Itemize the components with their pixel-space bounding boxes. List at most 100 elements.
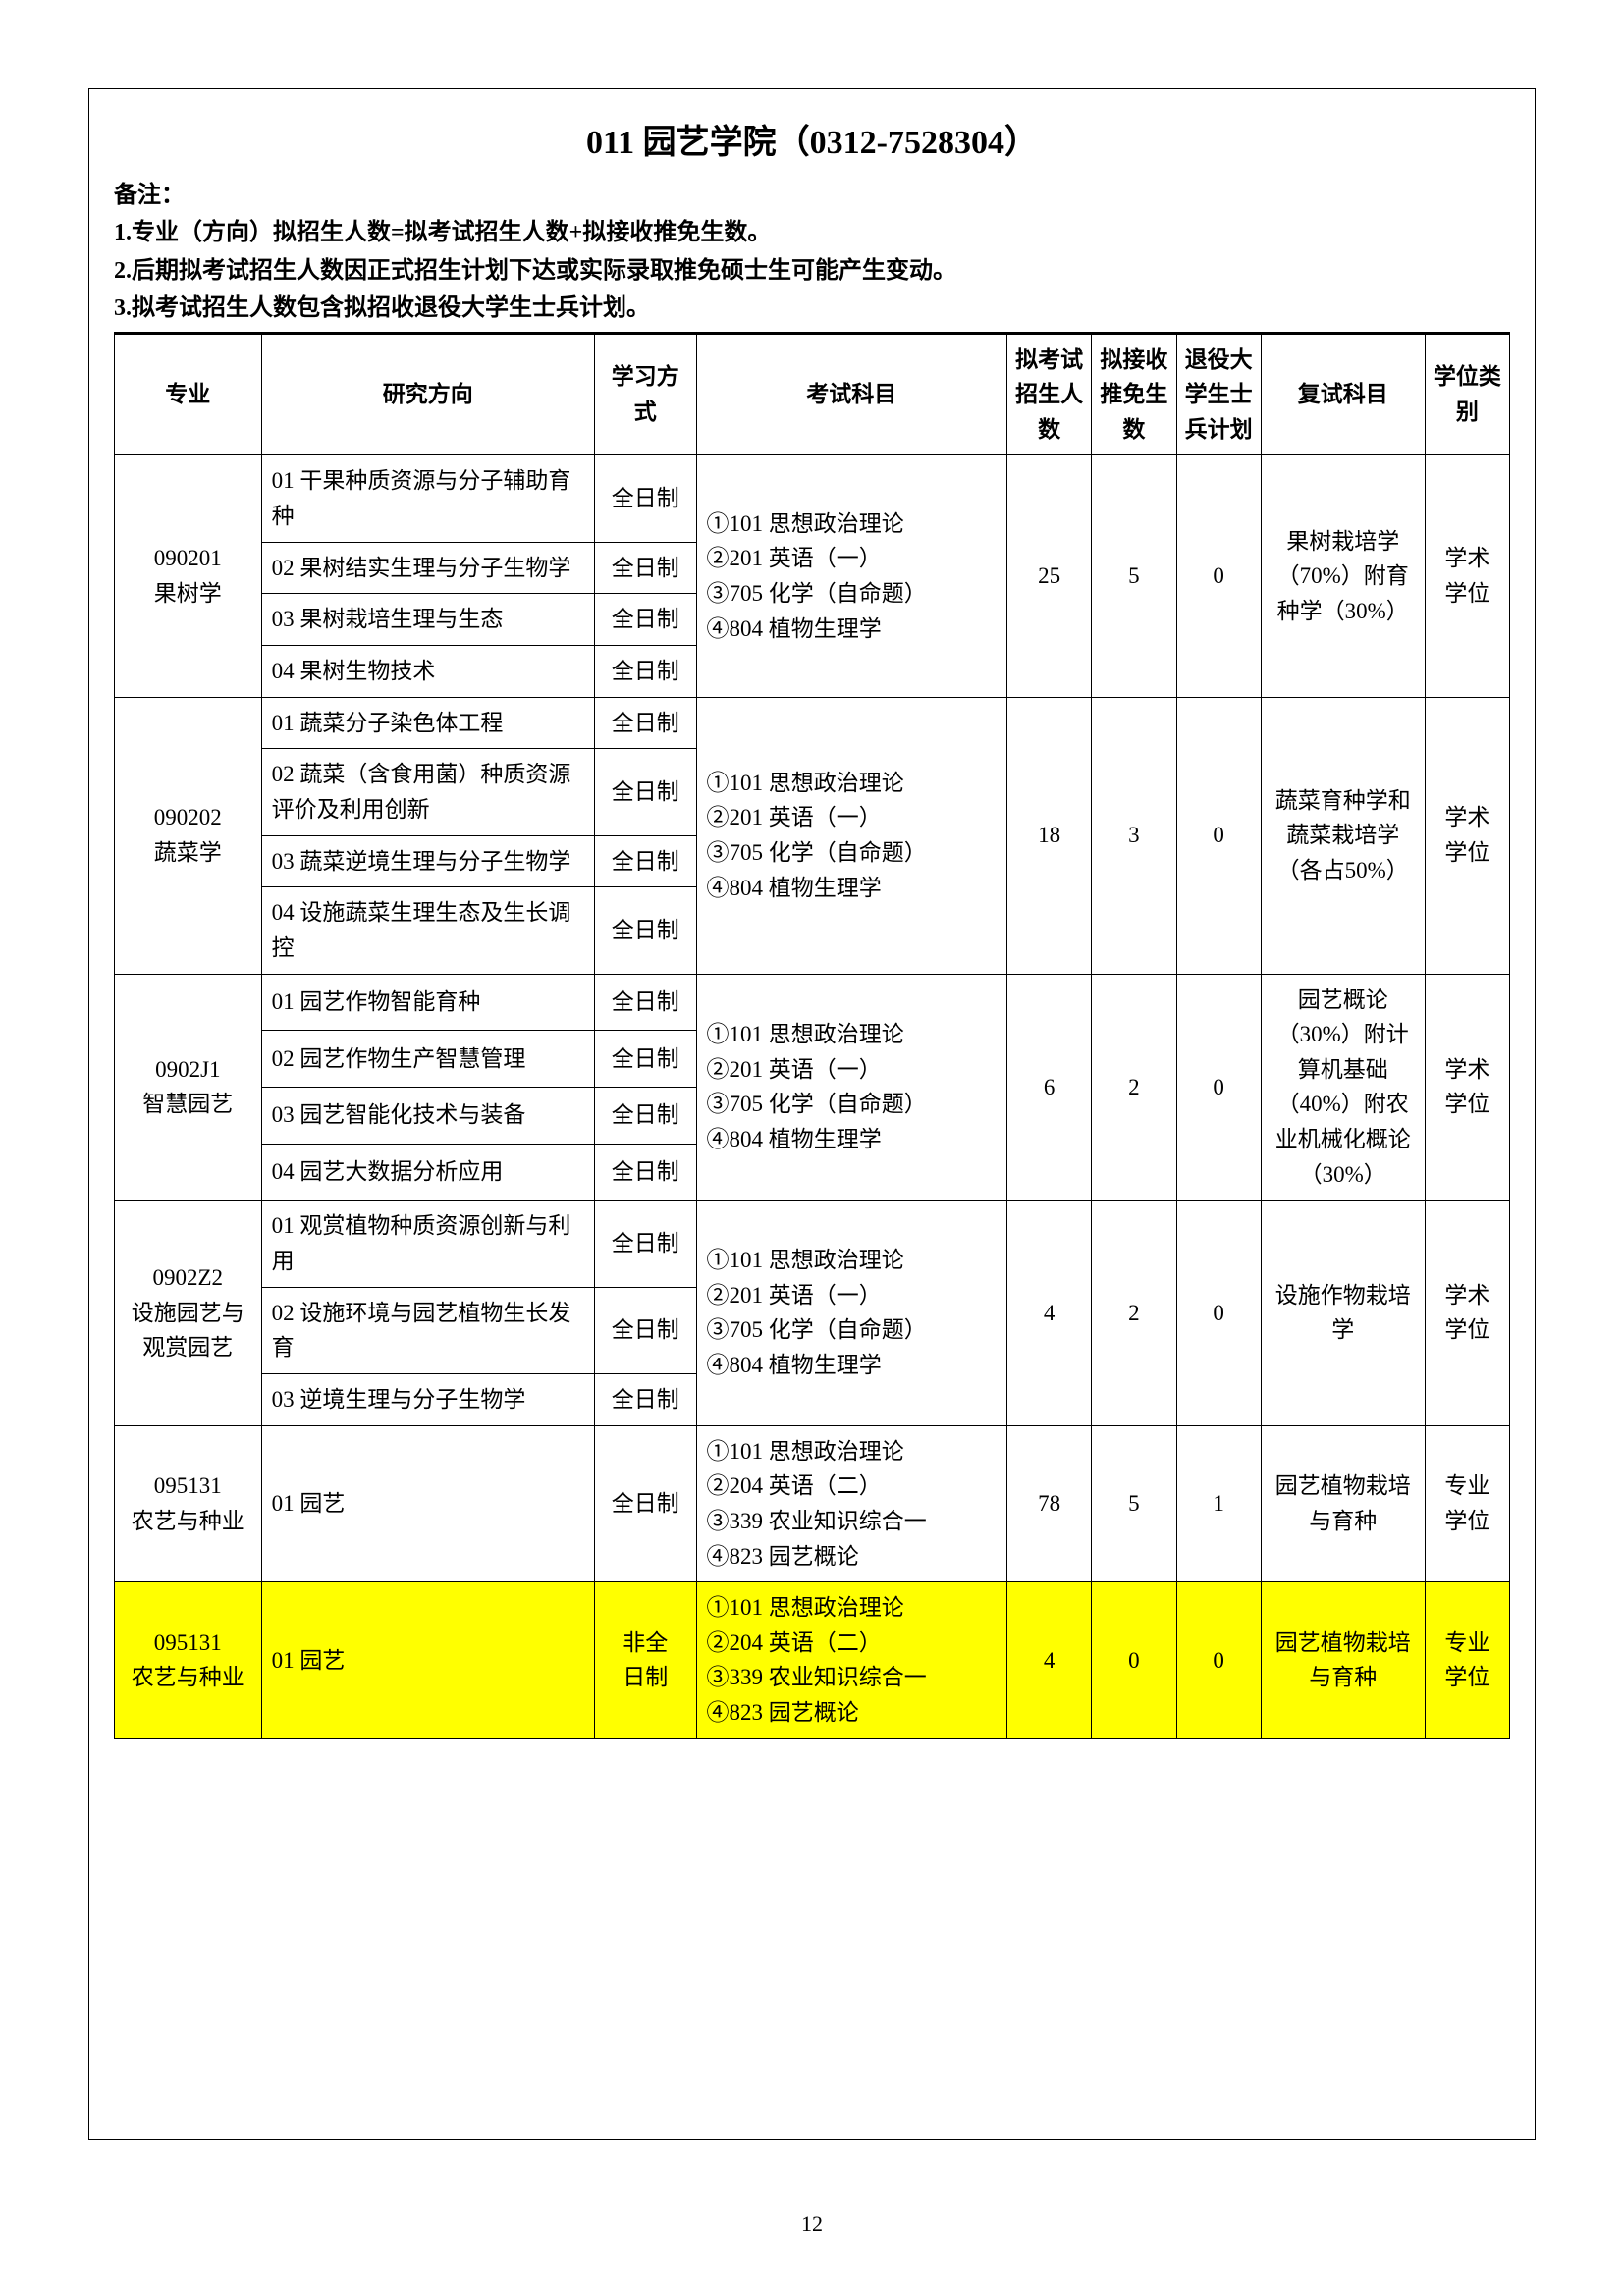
cell-mode: 全日制: [595, 1087, 697, 1144]
cell-degree: 专业学位: [1425, 1425, 1509, 1582]
cell-direction: 02 设施环境与园艺植物生长发育: [261, 1287, 594, 1373]
cell-mode: 全日制: [595, 749, 697, 835]
cell-mode: 全日制: [595, 542, 697, 594]
table-row: 090201果树学01 干果种质资源与分子辅助育种全日制①101 思想政治理论②…: [115, 455, 1510, 542]
cell-degree: 学术学位: [1425, 455, 1509, 697]
cell-major: 090202蔬菜学: [115, 697, 262, 974]
cell-exam: ①101 思想政治理论②201 英语（一）③705 化学（自命题）④804 植物…: [696, 697, 1006, 974]
cell-mode: 全日制: [595, 646, 697, 698]
cell-direction: 01 园艺作物智能育种: [261, 974, 594, 1031]
cell-direction: 03 逆境生理与分子生物学: [261, 1373, 594, 1425]
cell-rec-num: 2: [1092, 974, 1176, 1201]
cell-rec-num: 2: [1092, 1201, 1176, 1425]
cell-direction: 04 设施蔬菜生理生态及生长调控: [261, 887, 594, 974]
cell-direction: 01 干果种质资源与分子辅助育种: [261, 455, 594, 542]
cell-exam: ①101 思想政治理论②204 英语（二）③339 农业知识综合一④823 园艺…: [696, 1425, 1006, 1582]
th-vet-num: 退役大学生士兵计划: [1176, 334, 1261, 455]
th-exam-num: 拟考试招生人数: [1006, 334, 1091, 455]
cell-direction: 01 蔬菜分子染色体工程: [261, 697, 594, 749]
notes-block: 备注： 1.专业（方向）拟招生人数=拟考试招生人数+拟接收推免生数。 2.后期拟…: [114, 177, 1510, 334]
cell-direction: 01 园艺: [261, 1582, 594, 1739]
cell-mode: 全日制: [595, 1144, 697, 1201]
page-number: 12: [0, 2212, 1624, 2237]
cell-mode: 全日制: [595, 1031, 697, 1088]
cell-direction: 02 蔬菜（含食用菌）种质资源评价及利用创新: [261, 749, 594, 835]
notes-label: 备注：: [114, 177, 1510, 214]
cell-mode: 全日制: [595, 1373, 697, 1425]
cell-degree: 学术学位: [1425, 1201, 1509, 1425]
cell-direction: 04 园艺大数据分析应用: [261, 1144, 594, 1201]
th-exam: 考试科目: [696, 334, 1006, 455]
cell-mode: 全日制: [595, 1425, 697, 1582]
table-row: 095131农艺与种业01 园艺全日制①101 思想政治理论②204 英语（二）…: [115, 1425, 1510, 1582]
cell-major: 0902Z2设施园艺与观赏园艺: [115, 1201, 262, 1425]
th-direction: 研究方向: [261, 334, 594, 455]
cell-direction: 04 果树生物技术: [261, 646, 594, 698]
cell-exam-num: 18: [1006, 697, 1091, 974]
cell-direction: 01 观赏植物种质资源创新与利用: [261, 1201, 594, 1287]
cell-vet-num: 0: [1176, 1201, 1261, 1425]
cell-exam-num: 25: [1006, 455, 1091, 697]
cell-rec-num: 5: [1092, 455, 1176, 697]
cell-exam: ①101 思想政治理论②204 英语（二）③339 农业知识综合一④823 园艺…: [696, 1582, 1006, 1739]
th-degree: 学位类别: [1425, 334, 1509, 455]
cell-degree: 学术学位: [1425, 974, 1509, 1201]
cell-retest: 设施作物栽培学: [1261, 1201, 1425, 1425]
cell-exam-num: 4: [1006, 1582, 1091, 1739]
cell-mode: 全日制: [595, 974, 697, 1031]
note-line: 3.拟考试招生人数包含拟招收退役大学生士兵计划。: [114, 290, 1510, 333]
cell-mode: 全日制: [595, 455, 697, 542]
cell-direction: 03 果树栽培生理与生态: [261, 594, 594, 646]
cell-rec-num: 3: [1092, 697, 1176, 974]
cell-exam-num: 4: [1006, 1201, 1091, 1425]
cell-direction: 02 园艺作物生产智慧管理: [261, 1031, 594, 1088]
cell-retest: 园艺植物栽培与育种: [1261, 1425, 1425, 1582]
cell-exam-num: 78: [1006, 1425, 1091, 1582]
cell-exam: ①101 思想政治理论②201 英语（一）③705 化学（自命题）④804 植物…: [696, 974, 1006, 1201]
cell-mode: 全日制: [595, 835, 697, 887]
cell-direction: 02 果树结实生理与分子生物学: [261, 542, 594, 594]
cell-mode: 全日制: [595, 697, 697, 749]
cell-mode: 全日制: [595, 1201, 697, 1287]
cell-direction: 01 园艺: [261, 1425, 594, 1582]
table-row: 0902Z2设施园艺与观赏园艺01 观赏植物种质资源创新与利用全日制①101 思…: [115, 1201, 1510, 1287]
page-title: 011 园艺学院（0312-7528304）: [114, 115, 1510, 163]
cell-mode: 全日制: [595, 1287, 697, 1373]
note-line: 1.专业（方向）拟招生人数=拟考试招生人数+拟接收推免生数。: [114, 214, 1510, 251]
th-rec-num: 拟接收推免生数: [1092, 334, 1176, 455]
cell-vet-num: 0: [1176, 1582, 1261, 1739]
cell-vet-num: 0: [1176, 974, 1261, 1201]
cell-direction: 03 蔬菜逆境生理与分子生物学: [261, 835, 594, 887]
table-header-row: 专业 研究方向 学习方式 考试科目 拟考试招生人数 拟接收推免生数 退役大学生士…: [115, 334, 1510, 455]
cell-exam: ①101 思想政治理论②201 英语（一）③705 化学（自命题）④804 植物…: [696, 1201, 1006, 1425]
cell-vet-num: 0: [1176, 455, 1261, 697]
cell-vet-num: 1: [1176, 1425, 1261, 1582]
cell-retest: 蔬菜育种学和蔬菜栽培学（各占50%）: [1261, 697, 1425, 974]
cell-retest: 果树栽培学（70%）附育种学（30%）: [1261, 455, 1425, 697]
cell-major: 095131农艺与种业: [115, 1582, 262, 1739]
cell-exam-num: 6: [1006, 974, 1091, 1201]
table-row: 0902J1智慧园艺01 园艺作物智能育种全日制①101 思想政治理论②201 …: [115, 974, 1510, 1031]
cell-major: 095131农艺与种业: [115, 1425, 262, 1582]
cell-exam: ①101 思想政治理论②201 英语（一）③705 化学（自命题）④804 植物…: [696, 455, 1006, 697]
th-mode: 学习方式: [595, 334, 697, 455]
cell-mode: 全日制: [595, 887, 697, 974]
cell-major: 0902J1智慧园艺: [115, 974, 262, 1201]
cell-direction: 03 园艺智能化技术与装备: [261, 1087, 594, 1144]
note-line: 2.后期拟考试招生人数因正式招生计划下达或实际录取推免硕士生可能产生变动。: [114, 252, 1510, 290]
cell-mode: 非全日制: [595, 1582, 697, 1739]
cell-major: 090201果树学: [115, 455, 262, 697]
th-major: 专业: [115, 334, 262, 455]
th-retest: 复试科目: [1261, 334, 1425, 455]
cell-retest: 园艺概论（30%）附计算机基础（40%）附农业机械化概论（30%）: [1261, 974, 1425, 1201]
cell-mode: 全日制: [595, 594, 697, 646]
admissions-table: 专业 研究方向 学习方式 考试科目 拟考试招生人数 拟接收推免生数 退役大学生士…: [114, 334, 1510, 1739]
table-row: 095131农艺与种业01 园艺非全日制①101 思想政治理论②204 英语（二…: [115, 1582, 1510, 1739]
cell-rec-num: 5: [1092, 1425, 1176, 1582]
table-row: 090202蔬菜学01 蔬菜分子染色体工程全日制①101 思想政治理论②201 …: [115, 697, 1510, 749]
cell-rec-num: 0: [1092, 1582, 1176, 1739]
cell-degree: 学术学位: [1425, 697, 1509, 974]
cell-vet-num: 0: [1176, 697, 1261, 974]
cell-retest: 园艺植物栽培与育种: [1261, 1582, 1425, 1739]
cell-degree: 专业学位: [1425, 1582, 1509, 1739]
